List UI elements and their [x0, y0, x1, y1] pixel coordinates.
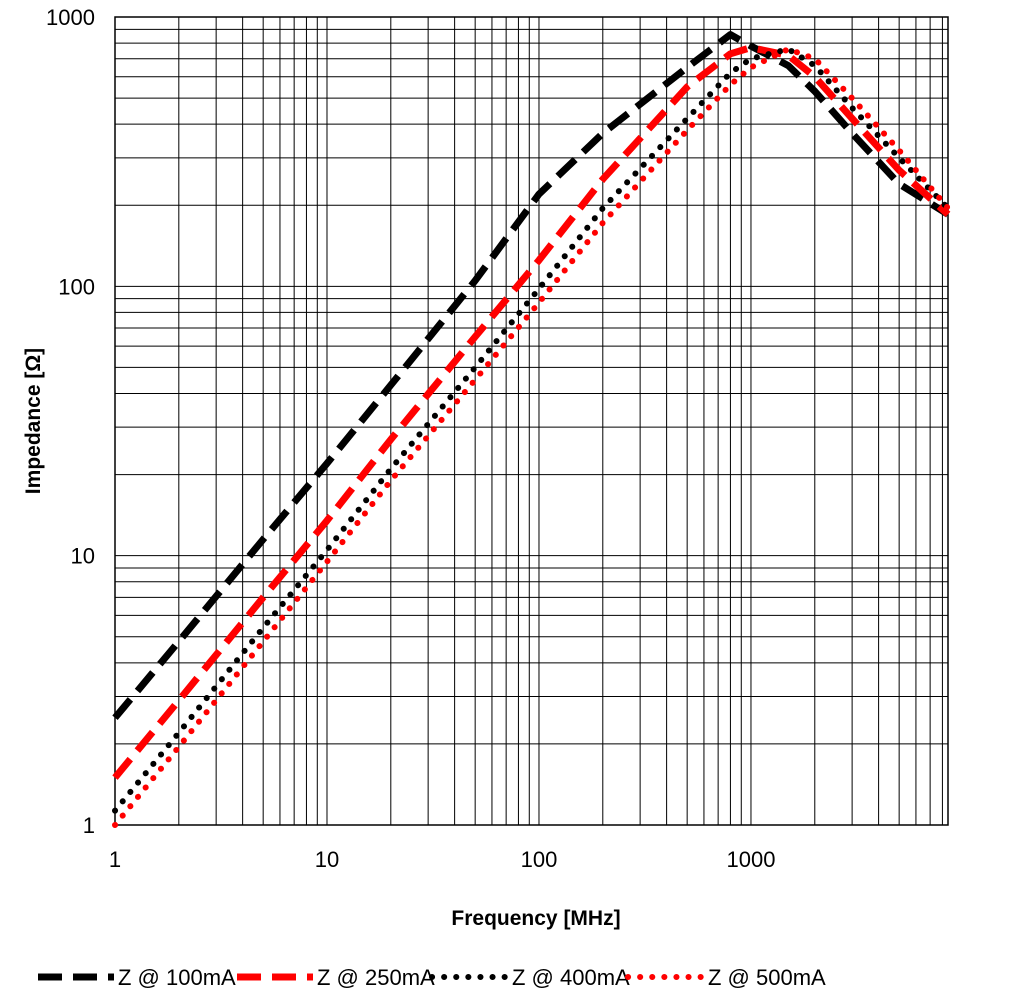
legend-label-1: Z @ 100mA: [118, 965, 236, 990]
y-tick-label: 1000: [46, 5, 95, 30]
legend-label-2: Z @ 250mA: [317, 965, 435, 990]
x-tick-label: 100: [521, 847, 558, 872]
legend-label-4: Z @ 500mA: [708, 965, 826, 990]
legend-label-3: Z @ 400mA: [512, 965, 630, 990]
legend: Z @ 100mA Z @ 250mA Z @ 400mA Z @ 500mA: [38, 965, 826, 990]
series-line-4: [112, 46, 951, 828]
plot-area-frame: [114, 16, 949, 826]
x-tick-label: 1: [109, 847, 121, 872]
series-line-2: [112, 44, 951, 780]
y-tick-label: 1: [83, 813, 95, 838]
grid-lines: [115, 17, 948, 825]
x-tick-label: 10: [315, 847, 339, 872]
x-axis-title: Frequency [MHz]: [451, 907, 620, 930]
y-tick-labels: 1 10 100 1000: [46, 5, 95, 838]
series-line-1: [112, 31, 950, 721]
y-tick-label: 10: [71, 544, 95, 569]
series-lines: [112, 31, 951, 828]
x-tick-labels: 1 10 100 1000: [109, 847, 776, 872]
y-axis-title: Impedance [Ω]: [22, 348, 45, 494]
series-line-3: [112, 46, 951, 814]
x-tick-label: 1000: [726, 847, 775, 872]
y-tick-label: 100: [58, 274, 95, 299]
